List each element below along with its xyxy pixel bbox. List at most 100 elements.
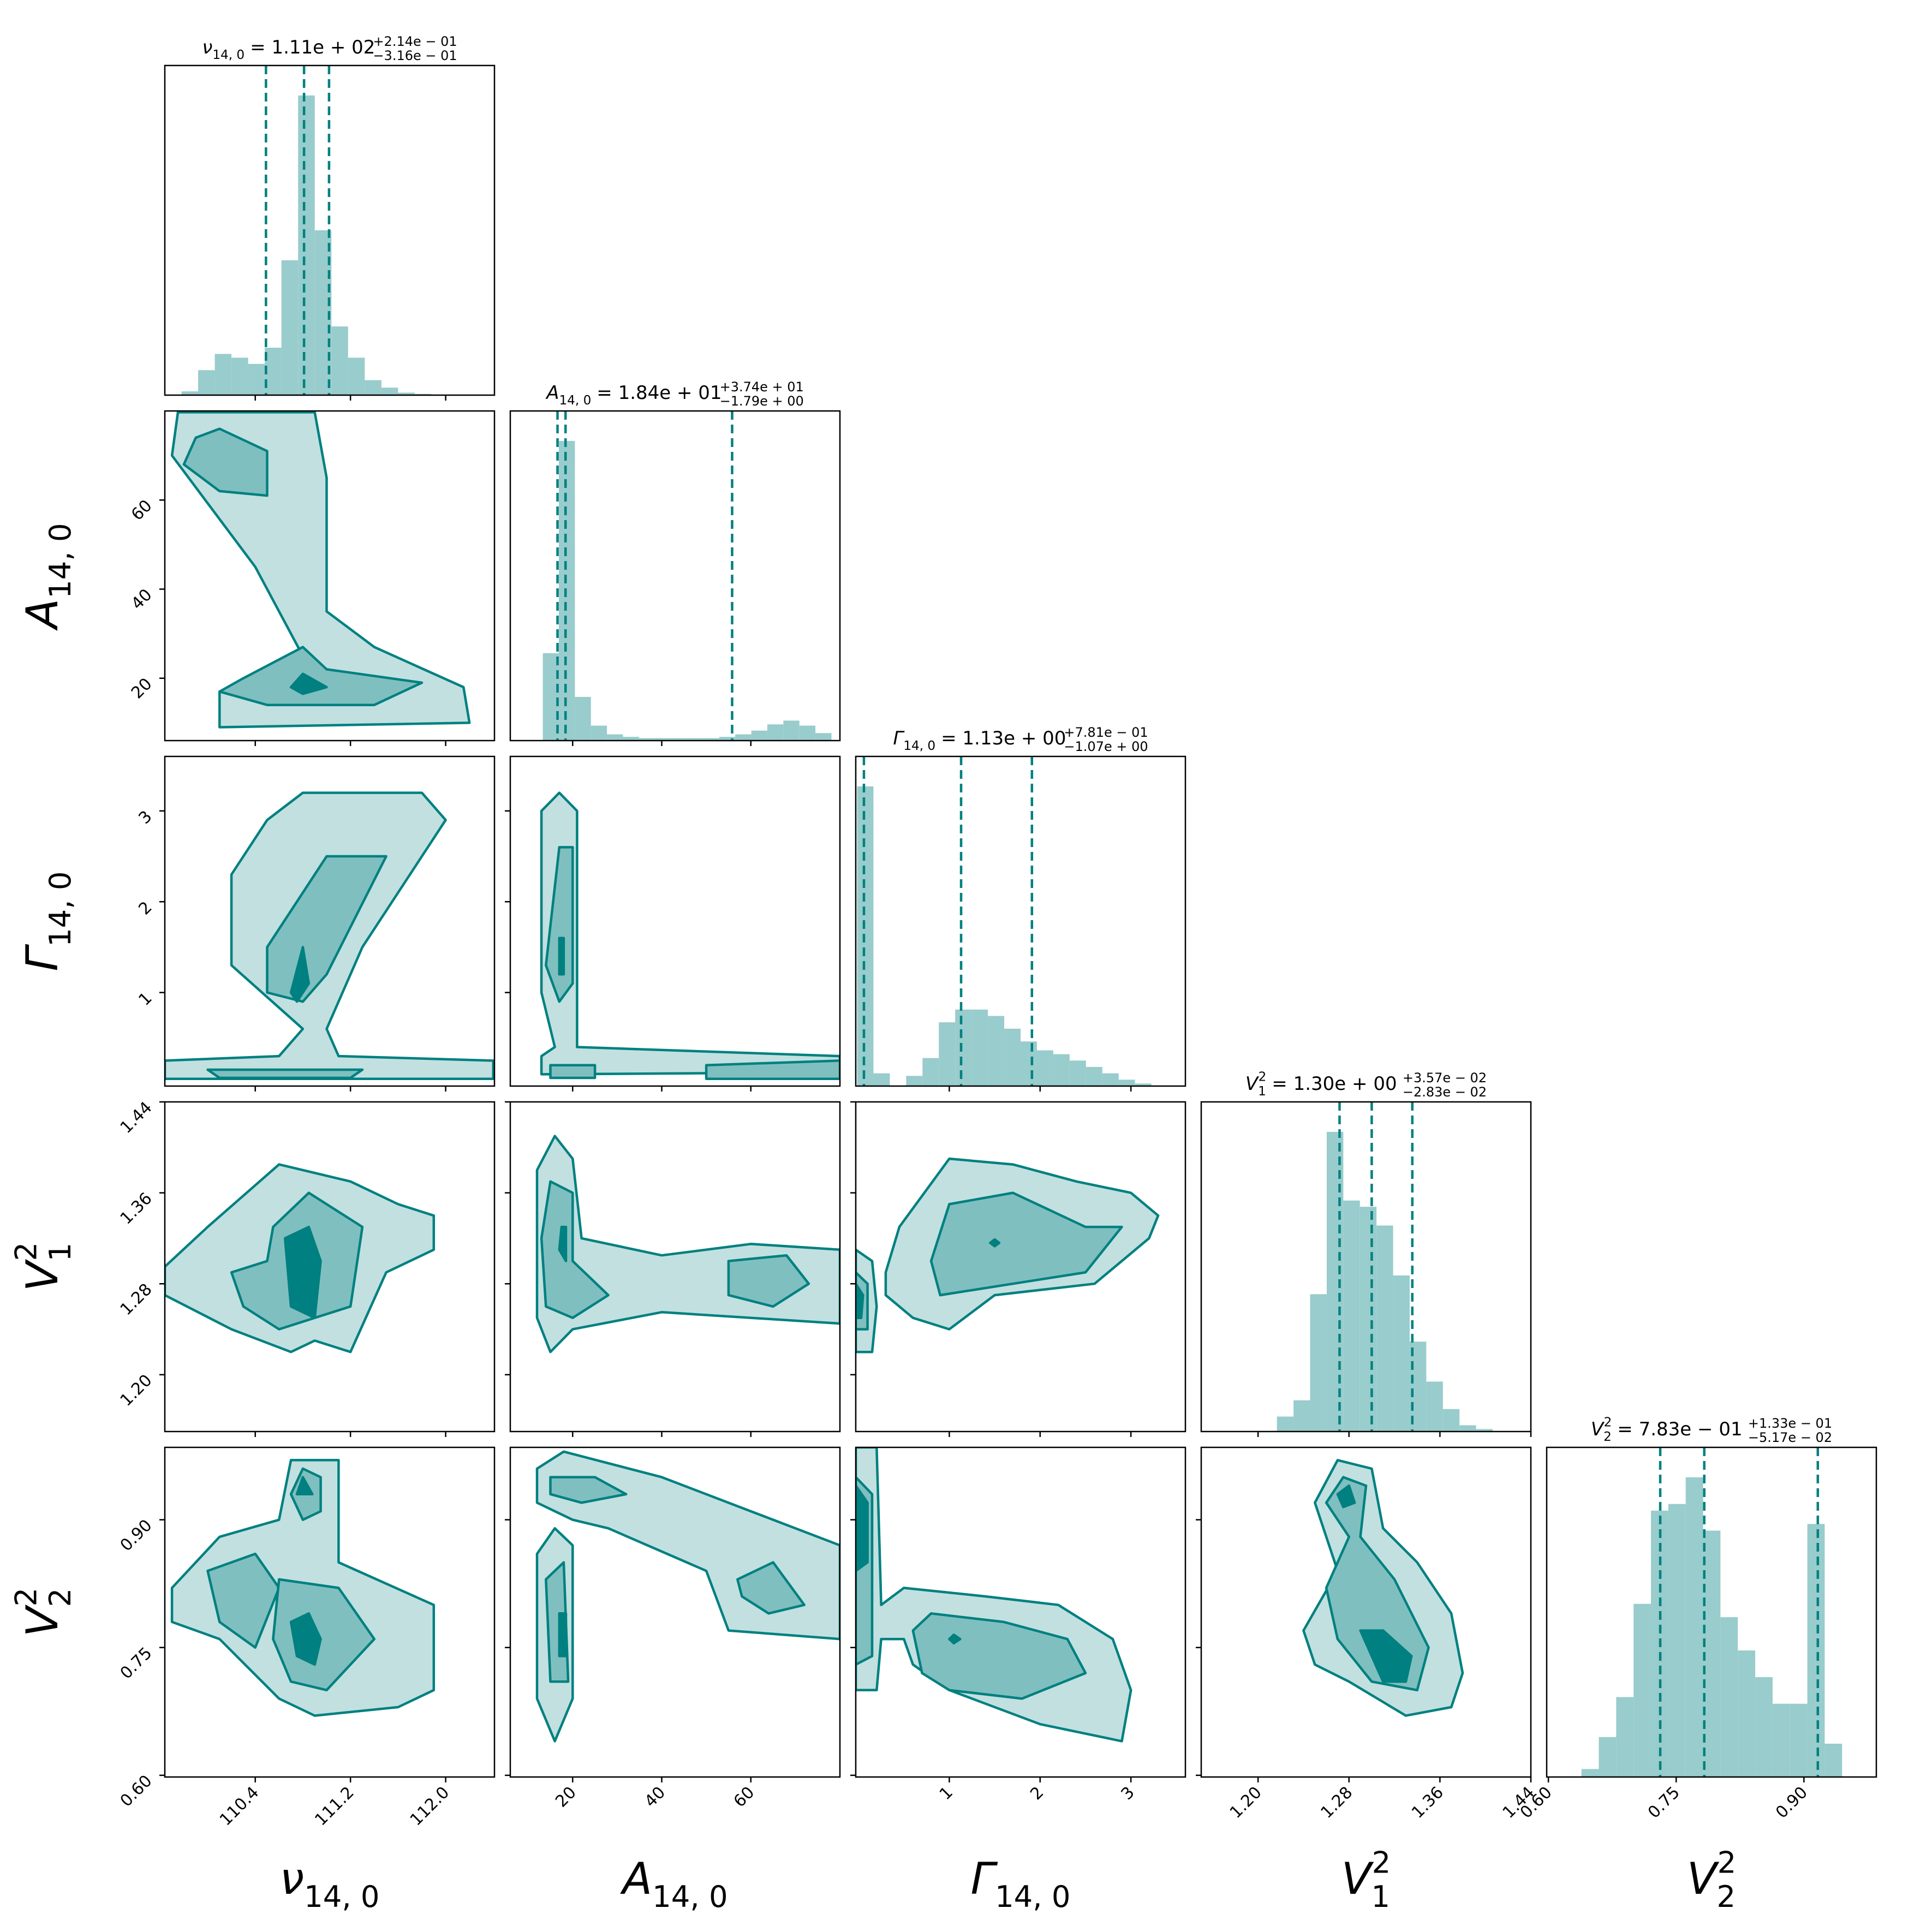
x-axis-label: Γ14, 0 <box>971 1853 1071 1914</box>
histogram <box>1277 1131 1493 1432</box>
contour <box>206 1552 281 1649</box>
contour-panel <box>165 791 494 1080</box>
title-value: = 1.11e + 02 <box>250 37 375 58</box>
hist-bar <box>298 95 315 395</box>
y-tick-label: 1 <box>135 989 156 1010</box>
subscript: 2 <box>1603 1430 1612 1444</box>
hist-bar <box>1807 1524 1825 1777</box>
hist-bar <box>1442 1409 1460 1432</box>
hist-bar <box>1376 1225 1393 1432</box>
hist-bar <box>623 737 639 741</box>
contour-panel <box>535 1135 840 1353</box>
panel-frame <box>164 410 496 742</box>
title-main: Γ14, 0 = 1.13e + 00 <box>893 728 1066 753</box>
title-minus: −3.16e − 01 <box>373 48 457 63</box>
x-axis-label: V12 <box>1341 1846 1391 1914</box>
superscript: 2 <box>1718 1846 1737 1880</box>
hist-bar <box>1581 1769 1599 1777</box>
hist-bar <box>655 738 671 741</box>
subscript: 2 <box>43 1588 77 1607</box>
contour <box>558 1225 568 1262</box>
title-plus: +3.57e − 02 <box>1403 1070 1487 1086</box>
symbol: Γ <box>893 728 905 749</box>
y-tick-label: 1.20 <box>117 1371 156 1410</box>
hist-bar <box>1102 1073 1119 1086</box>
hist-bar <box>687 738 703 741</box>
hist-bar <box>857 786 874 1086</box>
panel-frame <box>855 755 1186 1087</box>
contour <box>856 1484 869 1572</box>
y-tick-label: 0.60 <box>117 1772 156 1811</box>
contour <box>948 1633 962 1645</box>
hist-bar <box>719 737 736 741</box>
hist-bar <box>1790 1703 1808 1777</box>
title-minus: −1.07e + 00 <box>1064 739 1148 754</box>
hist-bar <box>1053 1054 1070 1086</box>
contour <box>295 1476 314 1496</box>
contour <box>989 1238 1001 1248</box>
x-tick-label: 1 <box>936 1783 957 1804</box>
contour <box>182 427 269 497</box>
contour <box>1336 1484 1356 1508</box>
hist-bar <box>231 357 248 395</box>
panel-frame <box>509 410 841 742</box>
hist-bar <box>1703 1530 1721 1777</box>
hist-bar <box>751 730 767 741</box>
title-value: = 1.84e + 01 <box>597 382 721 404</box>
superscript: 2 <box>1604 1416 1612 1430</box>
y-axis-label: A14, 0 <box>17 523 77 631</box>
hist-bar <box>1069 1060 1086 1086</box>
title-main: V22 = 7.83e − 01 <box>1591 1416 1743 1445</box>
y-tick-label: 1.36 <box>117 1189 156 1229</box>
symbol: V <box>1591 1418 1605 1440</box>
histogram <box>542 440 832 741</box>
contour <box>705 1059 840 1080</box>
hist-bar <box>381 387 398 395</box>
hist-bar <box>1293 1400 1310 1432</box>
y-tick-label: 3 <box>135 807 156 828</box>
contour <box>535 1135 840 1353</box>
superscript: 2 <box>1372 1846 1391 1880</box>
x-tick-label: 112.0 <box>407 1783 453 1829</box>
title-minus: −2.83e − 02 <box>1403 1084 1487 1100</box>
y-axis-label: V12 <box>9 1242 77 1291</box>
contour <box>549 1476 628 1504</box>
title-plus: +3.74e + 01 <box>720 379 804 395</box>
symbol: A <box>619 1853 652 1904</box>
hist-bar <box>1599 1737 1617 1777</box>
hist-bar <box>1616 1697 1634 1777</box>
contour <box>540 1180 610 1319</box>
contour <box>727 1254 810 1308</box>
title-main: V12 = 1.30e + 00 <box>1245 1070 1397 1099</box>
contour <box>856 1282 864 1319</box>
contour <box>289 1612 322 1666</box>
hist-bar <box>1393 1275 1410 1432</box>
hist-bar <box>365 380 381 395</box>
y-tick-label: 20 <box>128 675 156 703</box>
panel-title: V12 = 1.30e + 00 +3.57e − 02−2.83e − 02 <box>1245 1070 1487 1100</box>
hist-bar <box>671 738 688 741</box>
panel-frame <box>1200 1446 1532 1778</box>
panel-title: A14, 0 = 1.84e + 01+3.74e + 01−1.79e + 00 <box>545 379 804 409</box>
hist-bar <box>1326 1131 1344 1432</box>
hist-bar <box>1668 1504 1686 1777</box>
hist-bar <box>988 1016 1005 1086</box>
hist-bar <box>939 1022 956 1086</box>
hist-bar <box>181 391 199 395</box>
x-tick-label: 1.20 <box>1226 1783 1266 1822</box>
symbol: Γ <box>971 1853 998 1904</box>
x-tick-label: 110.4 <box>216 1783 263 1829</box>
x-tick-label: 2 <box>1027 1783 1047 1804</box>
hist-bar <box>265 348 282 395</box>
x-tick-label: 1.28 <box>1317 1783 1356 1822</box>
hist-bar <box>1021 1041 1037 1086</box>
panel-frame <box>855 1446 1186 1778</box>
contour <box>929 1191 1123 1297</box>
subscript: 14, 0 <box>652 1880 728 1914</box>
contour <box>911 1612 1087 1700</box>
hist-bar <box>1685 1477 1703 1777</box>
x-tick-label: 3 <box>1118 1783 1138 1804</box>
hist-bar <box>198 370 215 395</box>
hist-bar <box>955 1009 972 1086</box>
hist-bar <box>1476 1429 1493 1432</box>
